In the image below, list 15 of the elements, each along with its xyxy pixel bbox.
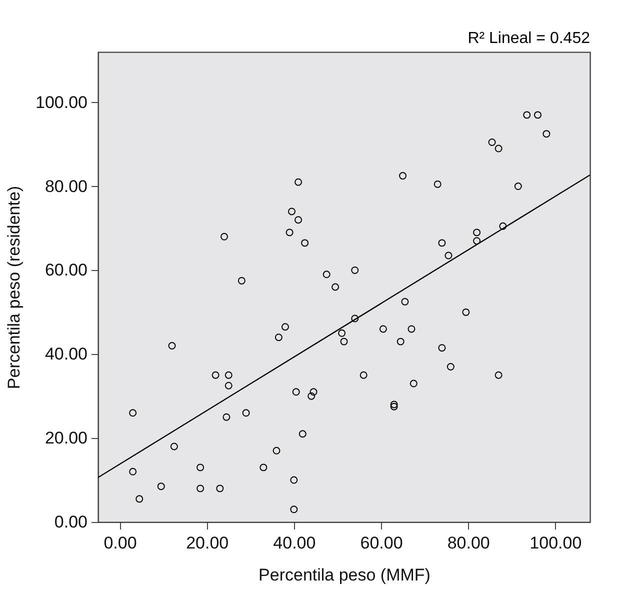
y-tick-label: 20.00 [44, 428, 88, 448]
x-tick-label: 0.00 [104, 534, 137, 552]
x-axis-title: Percentila peso (MMF) [258, 566, 430, 584]
x-tick-label: 100.00 [530, 534, 582, 552]
y-axis-title: Percentila peso (residente) [4, 186, 24, 390]
x-tick-label: 20.00 [186, 534, 229, 552]
y-tick-label: 60.00 [44, 260, 88, 280]
text: R² Lineal = 0.452 [468, 30, 590, 47]
y-tick-label: 40.00 [44, 344, 88, 364]
x-tick-label: 40.00 [273, 534, 316, 552]
x-tick-label: 60.00 [360, 534, 403, 552]
y-tick-label: 80.00 [44, 176, 88, 196]
y-tick-label: 100.00 [36, 92, 88, 112]
x-tick-label: 80.00 [447, 534, 490, 552]
y-tick-label: 0.00 [54, 512, 88, 532]
